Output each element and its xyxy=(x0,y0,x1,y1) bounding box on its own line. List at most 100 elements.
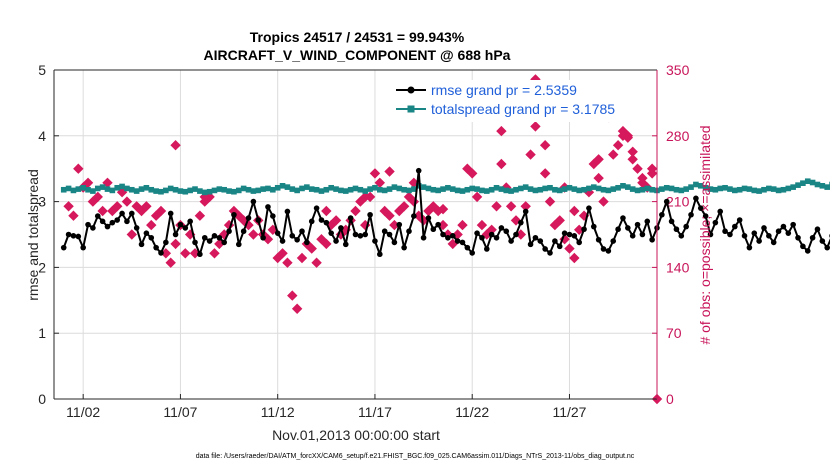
totalspread-point xyxy=(586,185,592,192)
obs-assimilated-marker xyxy=(471,191,483,203)
rmse-point xyxy=(454,238,461,244)
rmse-point xyxy=(216,234,223,241)
obs-assimilated-marker xyxy=(467,168,478,179)
rmse-point xyxy=(600,246,607,252)
rmse-point xyxy=(260,234,266,241)
totalspread-point xyxy=(644,185,651,192)
totalspread-point xyxy=(70,187,77,194)
rmse-point xyxy=(231,211,237,218)
obs-assimilated-marker xyxy=(350,205,361,217)
obs-assimilated-marker xyxy=(306,243,317,254)
rmse-point xyxy=(639,231,646,238)
rmse-point xyxy=(279,238,286,244)
rmse-point xyxy=(532,234,539,241)
rmse-point xyxy=(809,234,816,241)
obs-assimilated-marker xyxy=(68,210,79,221)
rmse-point xyxy=(479,234,485,241)
rmse-point xyxy=(693,195,699,202)
y2-tick-label: 210 xyxy=(666,194,690,210)
totalspread-point xyxy=(211,187,218,194)
rmse-point xyxy=(634,221,641,228)
rmse-point xyxy=(425,215,432,221)
totalspread-point xyxy=(289,186,296,192)
totalspread-point xyxy=(435,187,441,194)
obs-assimilated-marker xyxy=(277,248,288,259)
totalspread-point xyxy=(513,186,519,193)
rmse-point xyxy=(814,226,821,233)
totalspread-point xyxy=(255,187,262,194)
rmse-point xyxy=(289,233,296,239)
totalspread-point xyxy=(206,188,213,195)
rmse-point xyxy=(707,231,714,238)
totalspread-point xyxy=(342,188,349,194)
obs-possible-marker xyxy=(360,191,371,203)
y2-axis-ticks: 0 70 140 210 280 350 xyxy=(652,62,690,407)
totalspread-point xyxy=(595,185,602,192)
rmse-point xyxy=(187,218,193,225)
totalspread-point xyxy=(629,186,636,192)
totalspread-point xyxy=(518,185,524,192)
obs-assimilated-marker xyxy=(525,149,536,160)
obs-assimilated-marker xyxy=(457,219,468,231)
totalspread-point xyxy=(780,186,787,193)
rmse-point xyxy=(420,234,427,241)
rmse-point xyxy=(547,250,553,256)
totalspread-point xyxy=(785,185,792,192)
rmse-point xyxy=(595,236,602,243)
rmse-point xyxy=(391,239,398,246)
totalspread-point xyxy=(308,186,315,192)
rmse-point xyxy=(377,251,383,258)
obs-possible-marker xyxy=(637,172,648,184)
rmse-point xyxy=(625,225,631,231)
obs-assimilated-marker xyxy=(627,154,638,165)
rmse-point xyxy=(493,234,500,241)
totalspread-point xyxy=(615,184,621,191)
totalspread-point xyxy=(488,186,495,193)
y-tick-label: 1 xyxy=(38,325,46,341)
totalspread-point xyxy=(304,184,310,190)
obs-assimilated-marker xyxy=(296,252,308,264)
totalspread-point xyxy=(133,188,140,194)
totalspread-point xyxy=(741,185,748,192)
rmse-point xyxy=(556,243,563,250)
rmse-point xyxy=(483,246,490,252)
rmse-point xyxy=(488,231,495,238)
obs-possible-marker xyxy=(384,166,395,177)
rmse-point xyxy=(284,208,291,215)
obs-assimilated-marker xyxy=(121,196,133,207)
rmse-point xyxy=(294,236,300,243)
rmse-point xyxy=(766,233,772,239)
totalspread-point xyxy=(90,188,96,194)
obs-assimilated-marker xyxy=(530,121,541,132)
totalspread-point xyxy=(357,186,364,193)
totalspread-point xyxy=(722,184,728,191)
totalspread-point xyxy=(201,189,208,196)
rmse-point xyxy=(381,228,388,235)
totalspread-point xyxy=(391,184,398,190)
obs-possible-marker xyxy=(539,139,551,151)
rmse-point xyxy=(629,233,636,239)
totalspread-point xyxy=(75,186,82,192)
totalspread-point xyxy=(187,187,193,194)
rmse-point xyxy=(649,236,655,243)
totalspread-point xyxy=(474,186,480,192)
totalspread-point xyxy=(693,181,699,188)
obs-assimilated-marker xyxy=(112,201,123,212)
y-tick-label: 3 xyxy=(38,194,46,210)
totalspread-point xyxy=(712,186,719,193)
totalspread-point xyxy=(284,184,291,190)
rmse-point xyxy=(250,198,257,205)
totalspread-series xyxy=(60,178,830,196)
x-tick-label: 11/02 xyxy=(66,404,100,420)
rmse-point xyxy=(581,226,587,233)
obs-possible-marker xyxy=(496,158,507,170)
totalspread-point xyxy=(527,186,534,192)
totalspread-point xyxy=(158,188,164,195)
rmse-point xyxy=(192,239,198,246)
totalspread-point xyxy=(814,181,821,188)
totalspread-point xyxy=(318,188,325,194)
rmse-point xyxy=(746,244,753,251)
totalspread-point xyxy=(299,185,305,192)
x-tick-label: 11/12 xyxy=(261,404,295,420)
